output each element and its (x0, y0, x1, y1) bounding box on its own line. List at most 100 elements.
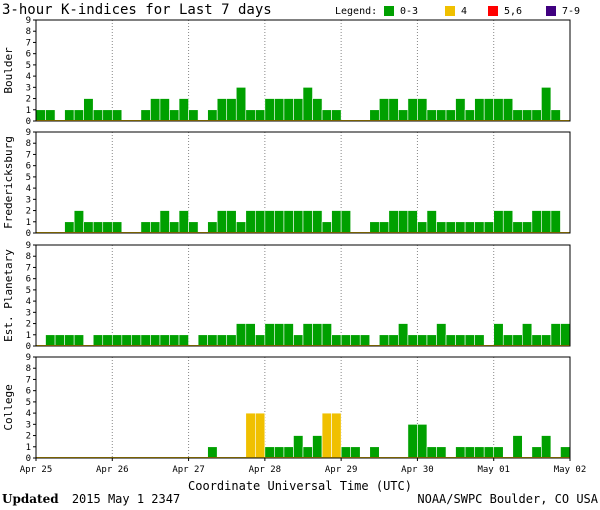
legend-item-0-3: 0-3 (400, 6, 418, 17)
k-index-bar (388, 210, 399, 234)
k-index-bar (378, 334, 390, 347)
k-index-bar (531, 334, 542, 347)
x-tick-label: Apr 29 (325, 465, 358, 475)
footer-source: NOAA/SWPC Boulder, CO USA (417, 492, 598, 506)
y-tick-label: 5 (26, 61, 31, 71)
k-index-bar (464, 109, 475, 122)
k-index-bar (541, 435, 552, 459)
y-tick-label: 5 (26, 173, 31, 183)
k-index-bar (531, 109, 542, 122)
k-index-bar (378, 98, 390, 122)
k-index-bar (73, 109, 84, 122)
k-index-bar (73, 334, 84, 347)
k-index-bar (312, 435, 323, 459)
legend-swatch-7-9 (546, 6, 556, 16)
y-tick-label: 8 (26, 27, 31, 37)
k-index-bar (45, 334, 56, 347)
k-index-bar (445, 109, 456, 122)
y-tick-label: 3 (26, 308, 31, 318)
k-index-bar (274, 323, 285, 347)
k-index-bar (255, 334, 266, 347)
k-index-bar (350, 446, 361, 459)
k-index-bar (522, 109, 533, 122)
k-index-bar (340, 334, 351, 347)
k-index-bar (455, 221, 466, 234)
station-label: College (2, 384, 15, 430)
k-index-bar (216, 334, 228, 347)
k-index-bar (64, 334, 75, 347)
k-index-bar (102, 109, 113, 122)
station-label: Est. Planetary (2, 249, 15, 342)
k-index-bar (226, 98, 237, 122)
k-index-bar (464, 334, 475, 347)
x-axis-ticks: Apr 25 Apr 26 Apr 27 Apr 28 Apr 29 Apr 30 May … (20, 458, 587, 475)
k-index-bar (445, 221, 456, 234)
k-index-bar (417, 221, 428, 234)
y-tick-label: 4 (26, 184, 31, 194)
k-index-bar (321, 323, 332, 347)
y-tick-label: 9 (26, 16, 31, 26)
k-index-bar (560, 323, 571, 347)
k-index-bar (502, 98, 514, 122)
y-tick-label: 8 (26, 364, 31, 374)
k-index-bar (426, 109, 437, 122)
legend-swatch-5-6 (488, 6, 498, 16)
legend-item-5-6: 5,6 (504, 6, 522, 17)
k-index-bar (283, 98, 294, 122)
k-index-bar (312, 210, 323, 234)
k-index-bar (92, 334, 104, 347)
k-index-bar (522, 323, 533, 347)
k-index-bar (512, 109, 523, 122)
y-tick-label: 5 (26, 286, 31, 296)
k-index-bar (474, 98, 485, 122)
k-index-bar (388, 334, 399, 347)
k-index-bar (274, 446, 285, 459)
y-tick-label: 9 (26, 241, 31, 251)
k-index-bar (359, 334, 371, 347)
y-tick-label: 4 (26, 72, 31, 82)
k-index-bar (283, 446, 294, 459)
y-tick-label: 4 (26, 409, 31, 419)
k-index-bar (111, 334, 123, 347)
k-index-bar (178, 98, 189, 122)
k-index-bar (474, 334, 485, 347)
k-index-bar (312, 98, 323, 122)
y-tick-label: 8 (26, 139, 31, 149)
k-index-bar (54, 334, 65, 347)
k-index-bar (550, 323, 561, 347)
k-index-bar (188, 109, 199, 122)
station-label: Fredericksburg (2, 136, 15, 229)
k-index-bar (331, 334, 342, 347)
k-index-bar (388, 98, 399, 122)
x-tick-label: May 02 (554, 465, 587, 475)
k-index-bar (483, 221, 495, 234)
k-index-bar (207, 221, 218, 234)
k-index-bar (541, 210, 552, 234)
k-index-bar (474, 446, 485, 459)
k-index-bar (235, 323, 247, 347)
footer-updated-value: 2015 May 1 2347 (72, 492, 180, 506)
k-index-bar (274, 210, 285, 234)
y-tick-label: 7 (26, 38, 31, 48)
y-tick-label: 7 (26, 150, 31, 160)
k-index-bar (436, 221, 447, 234)
k-index-bar (245, 323, 256, 347)
k-index-bar (493, 98, 504, 122)
k-index-bar (417, 334, 428, 347)
x-tick-label: Apr 25 (20, 465, 53, 475)
k-index-bar (293, 210, 304, 234)
k-index-bar (150, 334, 161, 347)
k-index-bar (436, 109, 447, 122)
k-index-bar (550, 210, 561, 234)
k-index-bar (283, 210, 294, 234)
y-tick-label: 6 (26, 162, 31, 172)
k-index-bar (340, 446, 351, 459)
k-index-bar (331, 210, 342, 234)
y-tick-label: 2 (26, 95, 31, 105)
k-index-bar (264, 446, 275, 459)
k-index-bar (302, 323, 313, 347)
k-index-bar (321, 109, 332, 122)
